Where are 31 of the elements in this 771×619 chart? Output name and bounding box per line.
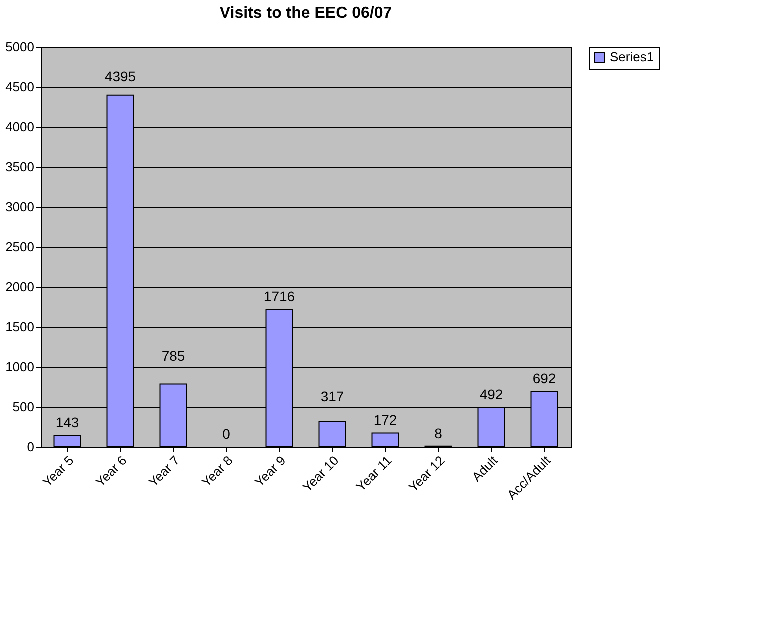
y-tick-label: 2000 xyxy=(6,280,34,294)
x-tick-label: Year 7 xyxy=(146,453,183,490)
x-tick-label: Year 9 xyxy=(252,453,289,490)
x-tick-label: Year 5 xyxy=(40,453,77,490)
data-label: 143 xyxy=(56,414,80,431)
data-label: 785 xyxy=(162,348,186,364)
y-tick-label: 500 xyxy=(12,400,34,414)
y-tick-label: 3500 xyxy=(6,160,34,174)
data-label: 317 xyxy=(320,388,344,405)
y-tick-label: 2500 xyxy=(6,240,34,254)
y-tick-label: 1000 xyxy=(6,360,34,374)
x-tick-label: Year 10 xyxy=(300,453,342,496)
y-tick-label: 4000 xyxy=(6,120,34,134)
y-tick-label: 3000 xyxy=(6,200,34,214)
data-label: 0 xyxy=(222,426,231,442)
x-tick-label: Year 6 xyxy=(92,453,130,490)
x-tick-label: Year 12 xyxy=(406,453,448,496)
data-label: 692 xyxy=(532,370,556,387)
y-tick-label: 1500 xyxy=(6,320,34,334)
y-tick-label: 5000 xyxy=(6,40,34,54)
data-label: 4395 xyxy=(104,68,136,84)
x-tick-label: Year 8 xyxy=(198,453,236,490)
data-label: 492 xyxy=(480,386,504,403)
y-tick-label: 0 xyxy=(27,440,34,454)
legend-label: Series1 xyxy=(610,50,654,64)
data-label: 172 xyxy=(374,412,398,428)
data-label: 1716 xyxy=(264,288,296,305)
data-label: 8 xyxy=(434,425,443,442)
chart-title: Visits to the EEC 06/07 xyxy=(220,5,392,22)
y-tick-label: 4500 xyxy=(6,80,34,94)
x-tick-label: Year 11 xyxy=(353,453,395,494)
